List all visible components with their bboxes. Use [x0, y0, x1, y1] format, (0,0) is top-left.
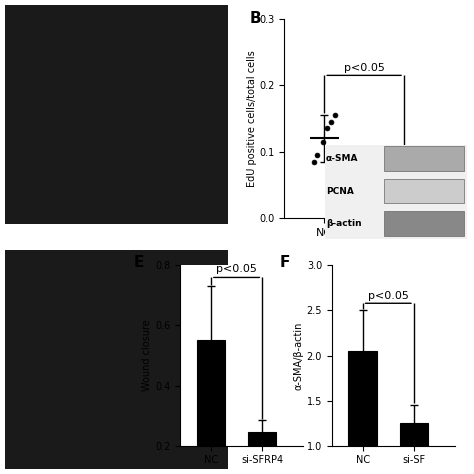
Bar: [400, 423, 428, 474]
Bar: [384, 179, 464, 203]
Text: p<0.05: p<0.05: [344, 63, 384, 73]
Y-axis label: Wound closure: Wound closure: [142, 319, 152, 392]
Text: p<0.05: p<0.05: [216, 264, 257, 274]
Text: F: F: [280, 255, 291, 270]
Text: PCNA: PCNA: [326, 187, 354, 195]
Text: β-actin: β-actin: [326, 219, 362, 228]
Bar: [248, 432, 276, 474]
Bar: [384, 211, 464, 236]
Y-axis label: EdU positive cells/total cells: EdU positive cells/total cells: [246, 50, 256, 187]
Y-axis label: α-SMA/β-actin: α-SMA/β-actin: [294, 321, 304, 390]
Text: α-SMA: α-SMA: [326, 155, 359, 163]
Text: E: E: [133, 255, 144, 270]
Bar: [348, 351, 377, 474]
Text: p<0.05: p<0.05: [368, 292, 409, 301]
Bar: [197, 340, 225, 474]
Bar: [384, 146, 464, 171]
Text: B: B: [249, 11, 261, 26]
